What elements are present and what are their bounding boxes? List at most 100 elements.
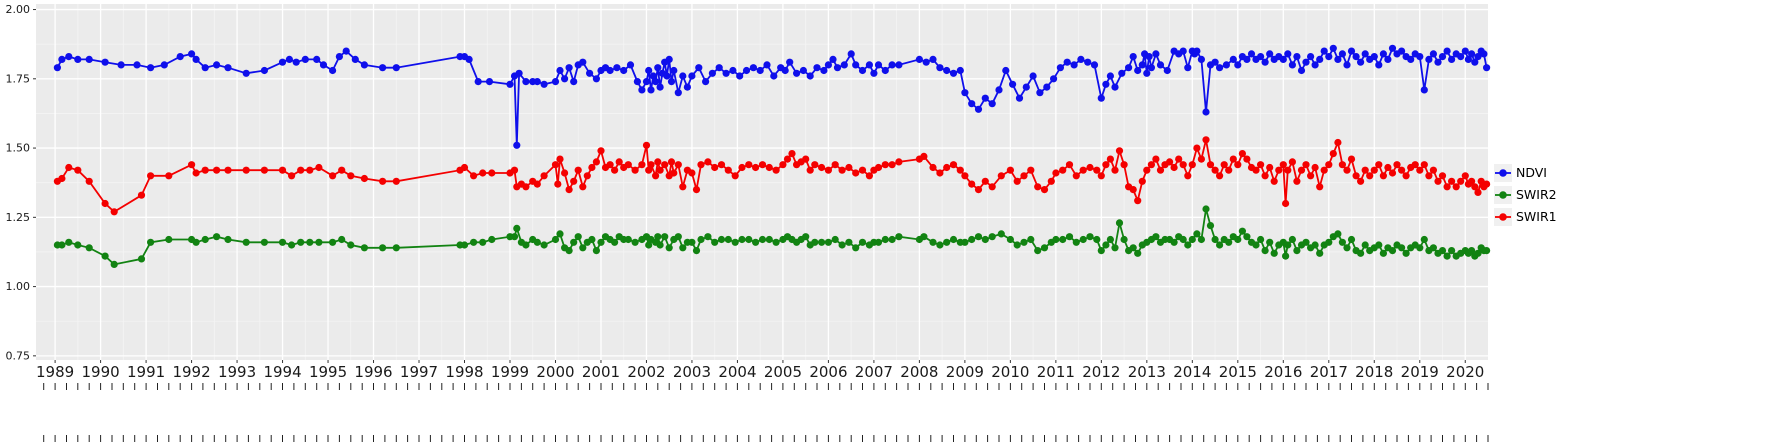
swir1-point (1138, 177, 1146, 185)
swir1-point (779, 161, 787, 169)
minor-tick-row (43, 383, 1489, 390)
swir2-point (1347, 235, 1356, 244)
swir1-point (556, 155, 564, 163)
ndvi-point (665, 55, 673, 64)
ndvi-point (1361, 50, 1369, 58)
swir2-point (1065, 233, 1074, 241)
swir2-point (845, 238, 853, 246)
ndvi-point (242, 69, 250, 77)
ndvi-point (1036, 89, 1044, 97)
swir1-point (1477, 177, 1485, 185)
ndvi-point (465, 55, 473, 64)
swir2-point (1102, 241, 1110, 249)
legend-label-swir1: SWIR1 (1516, 209, 1557, 224)
ndvi-point (313, 55, 321, 64)
ndvi-point (147, 64, 155, 72)
swir1-point (788, 150, 796, 158)
swir1-point (645, 166, 653, 174)
swir2-point (1388, 247, 1397, 255)
ndvi-point (988, 100, 996, 108)
swir2-point (315, 238, 323, 246)
legend-label-ndvi: NDVI (1516, 165, 1547, 180)
x-tick-label: 2003 (673, 363, 711, 381)
swir1-point (724, 166, 732, 174)
swir1-point (692, 186, 701, 194)
x-tick-label: 2014 (1173, 363, 1211, 381)
ndvi-point (915, 55, 924, 64)
swir1-point (551, 161, 560, 169)
swir1-point (1252, 166, 1260, 174)
swir1-point (58, 174, 66, 183)
y-axis: 0.75 1.00 1.25 1.50 1.75 2.00 (6, 3, 36, 362)
ndvi-point (840, 61, 848, 69)
swir2-point (1311, 241, 1319, 249)
swir2-point (688, 238, 696, 246)
ndvi-point (586, 69, 594, 77)
legend-key-swir1 (1494, 208, 1512, 226)
ndvi-point (683, 83, 692, 91)
swir1-point (1270, 177, 1278, 185)
swir2-point (1325, 238, 1333, 246)
ndvi-point (847, 50, 855, 58)
x-tick-label: 2008 (900, 363, 938, 381)
swir2-point (624, 235, 632, 244)
line-point-icon (1495, 169, 1511, 177)
swir1-point (65, 163, 73, 172)
x-tick-label: 2009 (946, 363, 984, 381)
swir1-point (565, 186, 573, 194)
swir2-point (858, 238, 867, 246)
swir2-point (1034, 247, 1042, 255)
series-swir1 (53, 136, 1491, 216)
ndvi-point (1407, 55, 1415, 64)
x-tick-label: 2012 (1082, 363, 1120, 381)
line-point-icon (1495, 213, 1511, 221)
ndvi-point (1297, 66, 1306, 75)
swir1-point (583, 172, 591, 180)
swir1-point (1047, 177, 1055, 185)
swir1-point (852, 169, 860, 177)
ndvi-point (865, 61, 874, 69)
swir2-point (1184, 241, 1192, 249)
swir1-point (1079, 166, 1087, 174)
ndvi-point (1320, 47, 1328, 55)
swir1-point (1097, 172, 1105, 180)
ndvi-point (1457, 53, 1465, 61)
swir2-point (1202, 205, 1210, 213)
swir1-point (1425, 172, 1433, 180)
swir1-point (533, 180, 541, 188)
swir1-point (865, 172, 874, 180)
swir1-point (818, 163, 826, 172)
ndvi-point (715, 64, 723, 72)
swir1-point (1443, 183, 1451, 191)
swir1-point (1013, 177, 1021, 185)
x-tick-label: 2002 (627, 363, 665, 381)
swir2-point (1086, 233, 1094, 241)
swir1-point (1352, 172, 1360, 180)
ndvi-point (1257, 53, 1265, 61)
swir1-point (1093, 166, 1101, 174)
swir1-point (1147, 161, 1155, 169)
swir2-point (1225, 238, 1233, 246)
swir1-point (1343, 166, 1351, 174)
ndvi-point (1156, 61, 1165, 69)
swir2-point (588, 235, 596, 244)
ndvi-point (1468, 50, 1476, 58)
swir1-point (731, 172, 739, 180)
swir1-point (1027, 166, 1035, 174)
swir1-point (1483, 180, 1491, 188)
ndvi-point (654, 64, 662, 72)
ndvi-point (292, 58, 300, 66)
ndvi-point (633, 78, 642, 86)
swir1-point (561, 169, 569, 177)
swir1-point (74, 166, 82, 174)
x-tick-label: 1989 (36, 363, 74, 381)
swir2-point (961, 238, 969, 246)
ndvi-point (1197, 55, 1205, 64)
swir1-point (656, 166, 664, 174)
swir2-point (1338, 238, 1346, 246)
swir2-point (824, 238, 833, 246)
swir2-point (1059, 235, 1067, 244)
swir2-point (1129, 244, 1137, 252)
swir2-point (379, 244, 387, 252)
